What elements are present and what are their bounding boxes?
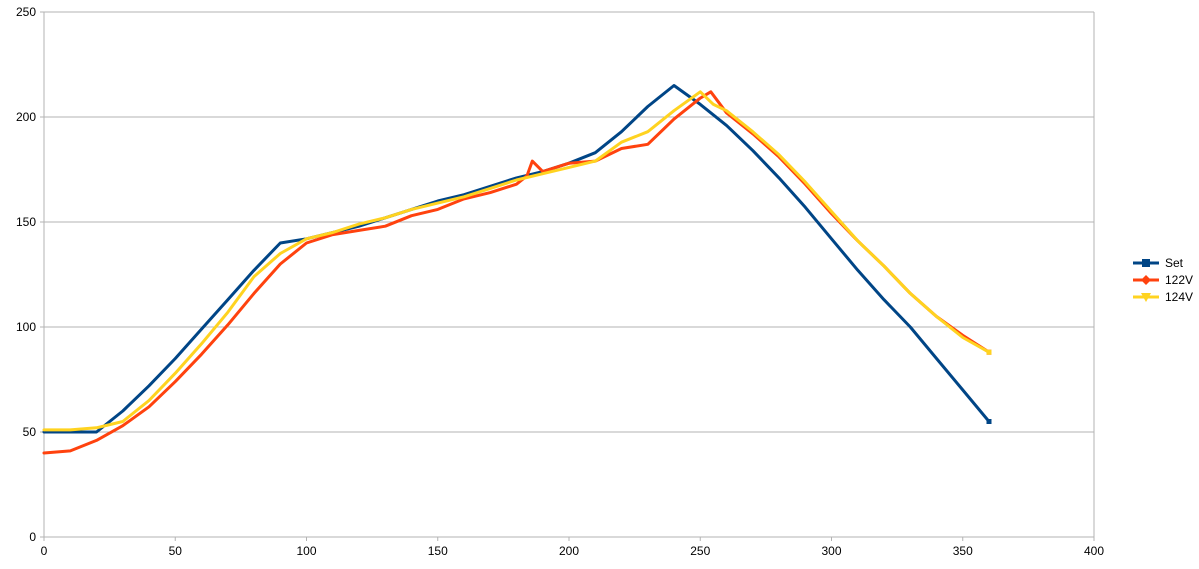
series-lines — [42, 84, 992, 455]
legend: Set 122V 124V — [1133, 256, 1193, 304]
series-122V — [42, 90, 992, 455]
x-tick-label: 100 — [296, 544, 316, 558]
legend-item-124V: 124V — [1133, 290, 1193, 304]
series-Set — [42, 84, 992, 434]
legend-label: 122V — [1165, 273, 1193, 287]
legend-marker-square-icon — [1142, 259, 1150, 267]
x-tick-label: 0 — [41, 544, 48, 558]
x-tick-label: 250 — [690, 544, 710, 558]
series-endpoint-Set — [986, 419, 992, 424]
x-tick-label: 400 — [1084, 544, 1104, 558]
axes — [40, 11, 1095, 541]
x-tick-label: 150 — [428, 544, 448, 558]
y-tick-label: 0 — [29, 530, 36, 544]
series-endpoint-124V — [986, 349, 992, 355]
legend-item-122V: 122V — [1133, 273, 1193, 287]
series-line-Set — [42, 84, 991, 434]
legend-marker-diamond-icon — [1141, 275, 1151, 285]
x-tick-label: 200 — [559, 544, 579, 558]
y-tick-label: 100 — [16, 320, 36, 334]
x-tick-label: 300 — [821, 544, 841, 558]
series-line-124V — [42, 90, 991, 432]
legend-label: Set — [1165, 256, 1184, 270]
x-tick-label: 350 — [953, 544, 973, 558]
series-124V — [42, 90, 992, 432]
x-tick-labels: 0 50 100 150 200 250 300 350 400 — [41, 544, 1105, 558]
y-tick-label: 200 — [16, 110, 36, 124]
legend-label: 124V — [1165, 290, 1193, 304]
y-tick-labels: 0 50 100 150 200 250 — [16, 5, 36, 544]
gridlines — [44, 11, 1094, 538]
x-tick-label: 50 — [169, 544, 183, 558]
y-tick-label: 150 — [16, 215, 36, 229]
legend-item-Set: Set — [1133, 256, 1184, 270]
series-line-122V — [42, 90, 991, 455]
legend-marker-triangle-icon — [1141, 293, 1151, 302]
y-tick-label: 50 — [23, 425, 37, 439]
y-tick-label: 250 — [16, 5, 36, 19]
